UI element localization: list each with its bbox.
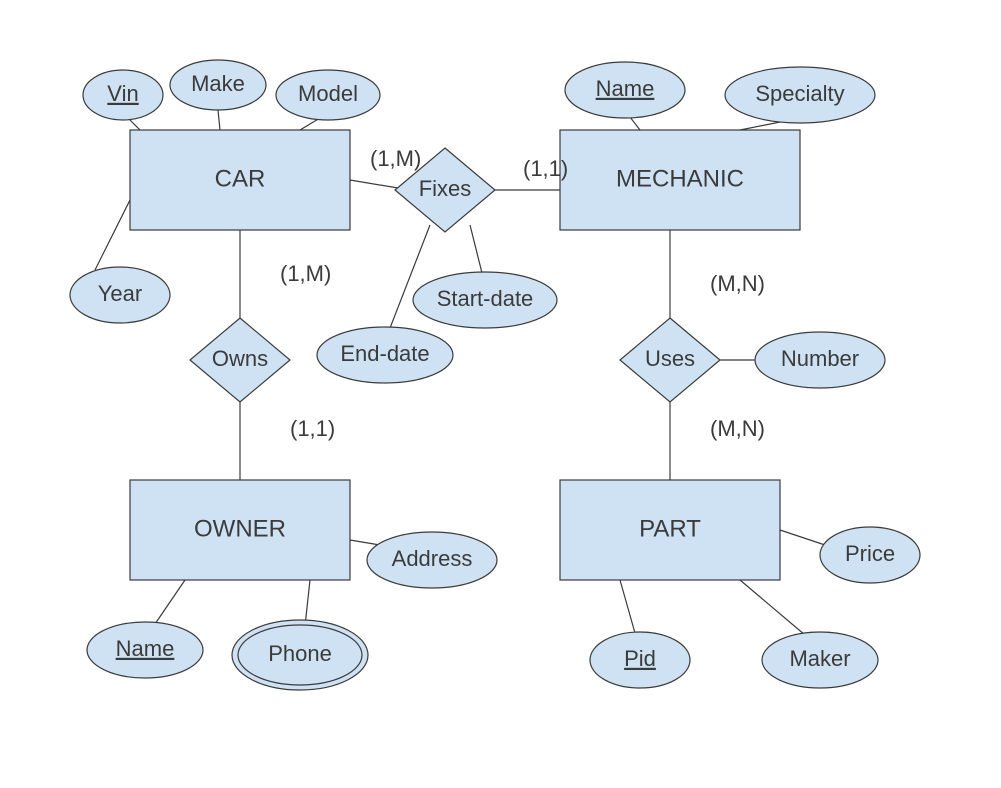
edge xyxy=(470,225,482,273)
er-diagram: CAR MECHANIC OWNER PART Fixes Owns Uses Vin Make… xyxy=(0,0,1001,788)
attribute-label-mech_name: Name xyxy=(596,76,655,101)
cardinality-2: (1,M) xyxy=(280,261,331,286)
attribute-label-year: Year xyxy=(98,281,142,306)
edge xyxy=(780,530,825,545)
attribute-label-startdate: Start-date xyxy=(437,286,534,311)
attribute-label-model: Model xyxy=(298,81,358,106)
cardinality-5: (M,N) xyxy=(710,416,765,441)
attribute-label-own_name: Name xyxy=(116,636,175,661)
cardinality-3: (1,1) xyxy=(290,416,335,441)
relationship-label-owns: Owns xyxy=(212,346,268,371)
cardinality-1: (1,1) xyxy=(523,156,568,181)
attribute-label-price: Price xyxy=(845,541,895,566)
relationship-label-uses: Uses xyxy=(645,346,695,371)
entity-label-mechanic: MECHANIC xyxy=(616,165,744,192)
attribute-label-specialty: Specialty xyxy=(755,81,844,106)
edge xyxy=(155,580,185,624)
edge xyxy=(620,580,635,633)
attribute-label-make: Make xyxy=(191,71,245,96)
edge xyxy=(305,580,310,626)
attribute-label-maker: Maker xyxy=(789,646,850,671)
edge xyxy=(95,200,130,270)
attribute-label-phone: Phone xyxy=(268,641,332,666)
entity-label-part: PART xyxy=(639,515,701,542)
cardinality-0: (1,M) xyxy=(370,146,421,171)
attribute-label-enddate: End-date xyxy=(340,341,429,366)
attribute-label-number: Number xyxy=(781,346,859,371)
attribute-label-pid: Pid xyxy=(624,646,656,671)
edge xyxy=(350,180,398,188)
edge xyxy=(218,110,220,130)
attribute-label-address: Address xyxy=(392,546,473,571)
relationship-label-fixes: Fixes xyxy=(419,176,472,201)
entity-label-owner: OWNER xyxy=(194,515,286,542)
edge xyxy=(740,580,805,635)
edge xyxy=(350,540,380,545)
edge xyxy=(630,117,640,130)
entity-label-car: CAR xyxy=(215,165,266,192)
attribute-label-vin: Vin xyxy=(107,81,138,106)
cardinality-4: (M,N) xyxy=(710,271,765,296)
